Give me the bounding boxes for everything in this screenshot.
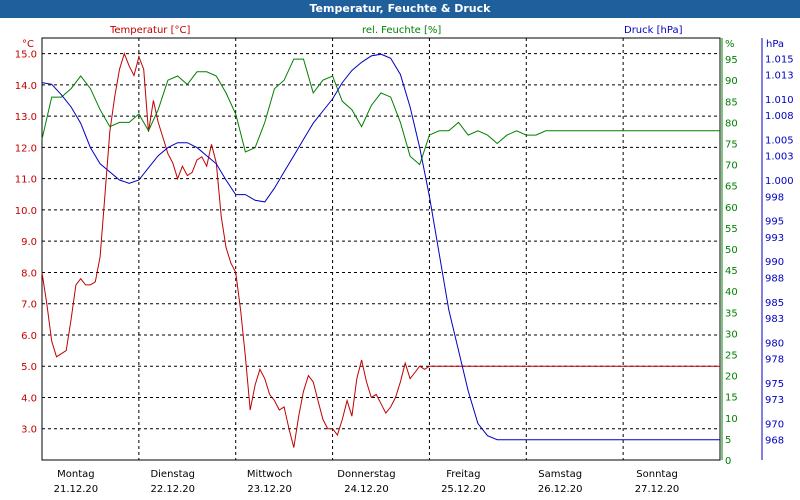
humidity-tick-label: 10 — [725, 414, 738, 425]
x-tick-day: Freitag — [446, 469, 480, 480]
humidity-tick-label: 90 — [725, 76, 738, 87]
humidity-tick-label: 15 — [725, 393, 738, 404]
pressure-tick-label: 978 — [765, 355, 784, 366]
pressure-unit-label: hPa — [766, 39, 784, 50]
temperature-tick-label: 8.0 — [21, 268, 37, 279]
series-line-temperature — [41, 52, 720, 448]
x-tick-day: Donnerstag — [337, 469, 395, 480]
x-tick-day: Sonntag — [636, 469, 678, 480]
pressure-tick-label: 998 — [765, 192, 784, 203]
temperature-tick-label: 11.0 — [15, 175, 37, 186]
pressure-tick-label: 983 — [765, 314, 784, 325]
temperature-tick-label: 3.0 — [21, 425, 37, 436]
humidity-tick-label: 25 — [725, 351, 738, 362]
pressure-axis-label: Druck [hPa] — [624, 25, 683, 36]
pressure-tick-label: 1.008 — [765, 111, 794, 122]
temperature-tick-label: 12.0 — [15, 143, 37, 154]
humidity-tick-label: 85 — [725, 97, 738, 108]
pressure-tick-label: 980 — [765, 338, 784, 349]
pressure-tick-label: 985 — [765, 298, 784, 309]
humidity-tick-label: 5 — [725, 435, 731, 446]
x-tick-date: 24.12.20 — [344, 484, 389, 495]
temperature-tick-label: 7.0 — [21, 300, 37, 311]
humidity-tick-label: 35 — [725, 308, 738, 319]
x-tick-date: 25.12.20 — [441, 484, 486, 495]
x-tick-day: Montag — [57, 469, 94, 480]
humidity-tick-label: 45 — [725, 266, 738, 277]
humidity-tick-label: 95 — [725, 55, 738, 66]
pressure-tick-label: 970 — [765, 419, 784, 430]
temperature-axis-label: Temperatur [°C] — [109, 25, 190, 36]
humidity-tick-label: 55 — [725, 224, 738, 235]
temperature-tick-label: 15.0 — [15, 50, 37, 61]
temperature-tick-label: 13.0 — [15, 112, 37, 123]
pressure-tick-label: 975 — [765, 379, 784, 390]
pressure-tick-label: 1.013 — [765, 71, 794, 82]
pressure-tick-label: 1.015 — [765, 54, 794, 65]
pressure-tick-label: 1.005 — [765, 135, 794, 146]
pressure-tick-label: 1.003 — [765, 152, 794, 163]
x-tick-date: 27.12.20 — [635, 484, 680, 495]
x-tick-day: Mittwoch — [247, 469, 292, 480]
plot-area — [41, 37, 721, 461]
pressure-tick-label: 1.010 — [765, 95, 794, 106]
humidity-tick-label: 0 — [725, 456, 731, 467]
temperature-tick-label: 10.0 — [15, 206, 37, 217]
series-line-pressure — [41, 53, 720, 441]
humidity-tick-label: 60 — [725, 203, 738, 214]
x-tick-date: 21.12.20 — [54, 484, 99, 495]
humidity-tick-label: 75 — [725, 140, 738, 151]
temperature-tick-label: 6.0 — [21, 331, 37, 342]
x-tick-day: Samstag — [538, 469, 582, 480]
temperature-axis: 15.0 14.0 13.0 12.0 11.0 10.0 9.0 8.0 7.0 6.0 5.0 4… — [15, 50, 37, 436]
humidity-tick-label: 65 — [725, 182, 738, 193]
x-tick-date: 22.12.20 — [150, 484, 195, 495]
temperature-tick-label: 4.0 — [21, 393, 37, 404]
series-lines — [41, 52, 720, 448]
humidity-tick-label: 20 — [725, 372, 738, 383]
humidity-tick-label: 30 — [725, 329, 738, 340]
humidity-unit-label: % — [725, 39, 735, 50]
pressure-tick-label: 990 — [765, 257, 784, 268]
pressure-tick-label: 973 — [765, 395, 784, 406]
temperature-unit-label: °C — [22, 39, 34, 50]
temperature-tick-label: 9.0 — [21, 237, 37, 248]
pressure-tick-label: 988 — [765, 273, 784, 284]
x-axis: Montag 21.12.20 Dienstag 22.12.20 Mittwoch 23… — [54, 469, 680, 495]
humidity-axis-label: rel. Feuchte [%] — [362, 25, 441, 36]
x-tick-day: Dienstag — [150, 469, 195, 480]
humidity-tick-label: 80 — [725, 118, 738, 129]
pressure-tick-label: 968 — [765, 436, 784, 447]
x-tick-date: 23.12.20 — [247, 484, 292, 495]
pressure-tick-label: 993 — [765, 233, 784, 244]
pressure-tick-label: 995 — [765, 217, 784, 228]
humidity-tick-label: 40 — [725, 287, 738, 298]
temperature-tick-label: 14.0 — [15, 81, 37, 92]
x-tick-date: 26.12.20 — [538, 484, 583, 495]
grid-lines — [42, 38, 721, 460]
series-line-humidity — [41, 58, 720, 166]
humidity-tick-label: 50 — [725, 245, 738, 256]
pressure-tick-label: 1.000 — [765, 176, 794, 187]
humidity-tick-label: 70 — [725, 161, 738, 172]
chart-title: Temperatur, Feuchte & Druck — [0, 0, 800, 18]
temperature-tick-label: 5.0 — [21, 362, 37, 373]
pressure-axis: 1.015 1.013 1.010 1.008 1.005 1.003 1.000 998 99… — [761, 38, 794, 460]
